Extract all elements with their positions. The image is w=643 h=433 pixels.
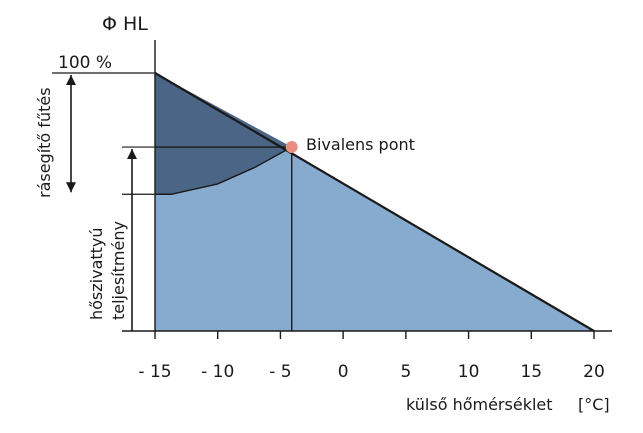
heat-pump-curve: [155, 146, 293, 195]
x-tick-label: 5: [400, 362, 411, 382]
x-axis-title: külső hőmérséklet: [406, 395, 553, 414]
region-label-supplementary-heating: rásegítő fűtés: [35, 87, 54, 198]
x-tick-label: 10: [458, 362, 480, 382]
x-tick-label: 0: [338, 362, 349, 382]
y-top-label: 100 %: [58, 53, 112, 73]
y-axis-title: Φ HL: [102, 13, 148, 35]
supplementary-heating-arrow-head-top: [66, 75, 76, 85]
x-unit-label: [°C]: [578, 395, 610, 414]
region-label-heat-pump-line2: teljesítmény: [109, 221, 128, 320]
x-tick-label: 15: [520, 362, 542, 382]
region-label-heat-pump-line1: hőszivattyú: [87, 227, 106, 320]
bivalent-point-label: Bivalens pont: [306, 135, 415, 154]
x-tick-label: 20: [583, 362, 605, 382]
area-supplementary-heating-region: [155, 73, 292, 195]
x-tick-label: - 10: [201, 362, 234, 382]
bivalent-point-marker: [285, 141, 298, 154]
heat-demand-line: [154, 72, 595, 332]
x-tick-label: - 5: [269, 362, 291, 382]
heat-pump-arrow-head-top: [127, 149, 137, 160]
x-tick-label: - 15: [138, 362, 171, 382]
supplementary-heating-arrow-head-bottom: [66, 182, 76, 193]
